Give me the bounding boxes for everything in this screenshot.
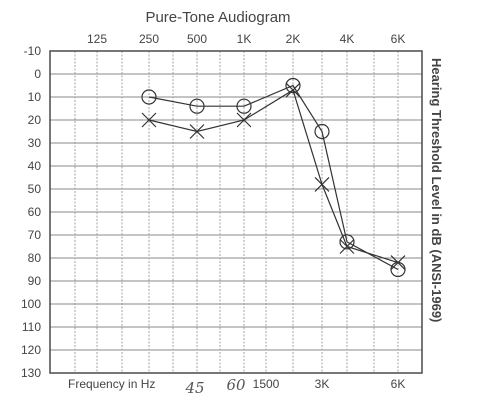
data-point-x <box>236 112 252 128</box>
series-line-x <box>148 89 399 264</box>
data-point-circle <box>189 98 205 114</box>
x-tick-label-top: 125 <box>87 32 107 46</box>
x-tick-label-top: 6K <box>391 32 406 46</box>
y-tick-label: 50 <box>28 182 42 196</box>
y-tick-label: 90 <box>28 274 42 288</box>
x-tick-label-top: 250 <box>139 32 159 46</box>
handwritten-annotations: 45 60 <box>184 376 246 397</box>
y-tick-label: 60 <box>28 205 42 219</box>
plot-grid <box>50 51 422 373</box>
y-tick-label: 110 <box>22 320 41 334</box>
x-tick-label-bottom: 6K <box>391 377 406 391</box>
y-axis-label: Hearing Threshold Level in dB (ANSI-1969… <box>429 58 444 322</box>
data-point-x <box>285 82 301 98</box>
data-point-circle <box>141 89 157 105</box>
y-axis-ticks: -10 0 10 20 30 40 50 60 70 80 90 100 110 120 130 <box>21 44 41 380</box>
x-axis-ticks-bottom: 1500 3K 6K <box>253 377 406 391</box>
y-tick-label: 80 <box>28 251 42 265</box>
x-tick-label-top: 4K <box>340 32 355 46</box>
x-axis-label: Frequency in Hz <box>68 377 155 391</box>
handwritten-note: 45 <box>184 379 204 397</box>
data-point-circle <box>285 77 301 94</box>
data-point-x <box>390 255 406 271</box>
data-point-x <box>141 112 157 128</box>
y-tick-label: 30 <box>28 136 42 150</box>
data-point-circle <box>314 123 330 140</box>
y-tick-label: 130 <box>21 366 41 380</box>
series-layer <box>141 77 406 278</box>
x-tick-label-top: 1K <box>237 32 252 46</box>
data-point-x <box>189 124 205 139</box>
y-tick-label: -10 <box>24 44 42 58</box>
x-tick-label-bottom: 1500 <box>253 377 280 391</box>
data-point-x <box>314 176 330 192</box>
data-point-circle <box>339 234 355 250</box>
y-tick-label: 120 <box>21 343 41 357</box>
chart-title: Pure-Tone Audiogram <box>145 9 290 26</box>
y-tick-label: 20 <box>28 113 42 127</box>
y-tick-label: 10 <box>28 90 42 104</box>
series-line-circle <box>148 84 399 271</box>
y-tick-label: 70 <box>28 228 42 242</box>
handwritten-note: 60 <box>226 376 246 394</box>
x-tick-label-top: 2K <box>286 32 301 46</box>
data-point-circle <box>236 98 252 114</box>
x-tick-label-bottom: 3K <box>315 377 330 391</box>
x-axis-ticks-top: 125 250 500 1K 2K 4K 6K <box>87 32 405 46</box>
y-tick-label: 40 <box>28 159 42 173</box>
x-tick-label-top: 500 <box>187 32 207 46</box>
y-tick-label: 100 <box>21 297 41 311</box>
plot-frame <box>49 50 423 374</box>
y-tick-label: 0 <box>34 67 41 81</box>
data-point-x <box>339 239 355 254</box>
